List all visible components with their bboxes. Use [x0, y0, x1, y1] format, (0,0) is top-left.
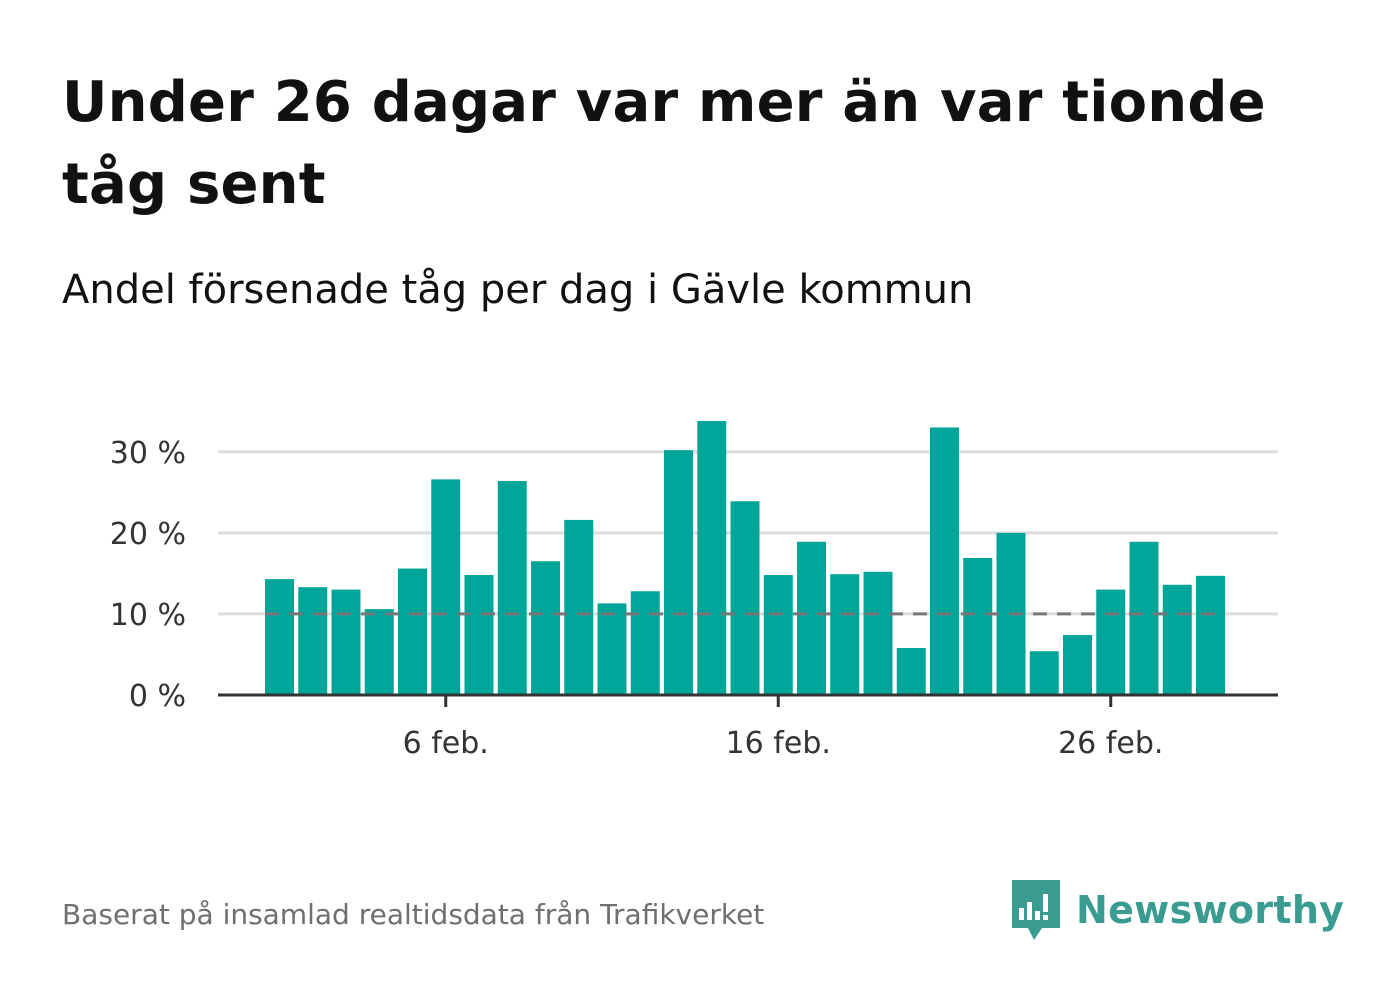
bar: [1029, 651, 1059, 695]
bar: [431, 479, 461, 695]
bar: [763, 575, 793, 695]
bar: [664, 450, 693, 695]
x-tick-label: 26 feb.: [1058, 726, 1163, 761]
bar: [265, 579, 294, 695]
x-tick-label: 6 feb.: [403, 726, 489, 761]
bars: [265, 421, 1225, 695]
bar-chart: 0 % 10 % 20 % 30 % 6 feb. 16 feb. 26 feb.: [110, 421, 1278, 761]
bar: [697, 421, 727, 695]
x-tick-label: 16 feb.: [726, 726, 831, 761]
y-axis-tick-labels: 0 % 10 % 20 % 30 %: [110, 436, 186, 714]
y-tick-label: 0 %: [129, 679, 186, 714]
y-tick-label: 10 %: [110, 598, 186, 633]
y-tick-label: 30 %: [110, 436, 186, 471]
bar: [564, 519, 594, 695]
bar: [830, 574, 860, 695]
bar: [331, 589, 361, 695]
bar: [797, 541, 826, 695]
y-tick-label: 20 %: [110, 517, 186, 552]
bar: [298, 587, 328, 695]
bar: [1196, 575, 1225, 695]
bar: [1096, 589, 1126, 695]
x-axis-tick-labels: 6 feb. 16 feb. 26 feb.: [403, 726, 1164, 761]
bar: [597, 603, 627, 695]
bar: [730, 501, 760, 695]
bar: [1162, 584, 1192, 695]
bar: [896, 647, 926, 695]
chart-subtitle: Andel försenade tåg per dag i Gävle komm…: [62, 267, 974, 313]
bar: [398, 568, 427, 695]
bar: [1063, 635, 1092, 695]
bar: [464, 575, 494, 695]
brand-name: Newsworthy: [1076, 888, 1345, 932]
bar: [630, 591, 660, 695]
source-note: Baserat på insamlad realtidsdata från Tr…: [62, 898, 765, 931]
x-axis: [218, 693, 1278, 707]
bar: [963, 558, 993, 695]
bar: [863, 571, 893, 695]
chart-title: Under 26 dagar var mer än var tionde tåg…: [62, 70, 1266, 217]
bar: [930, 427, 959, 695]
bar: [531, 561, 560, 695]
bar: [1129, 541, 1159, 695]
bar: [364, 609, 394, 695]
bar: [497, 480, 527, 695]
brand: Newsworthy: [1010, 878, 1344, 942]
newsworthy-logo-icon: [1012, 880, 1060, 940]
